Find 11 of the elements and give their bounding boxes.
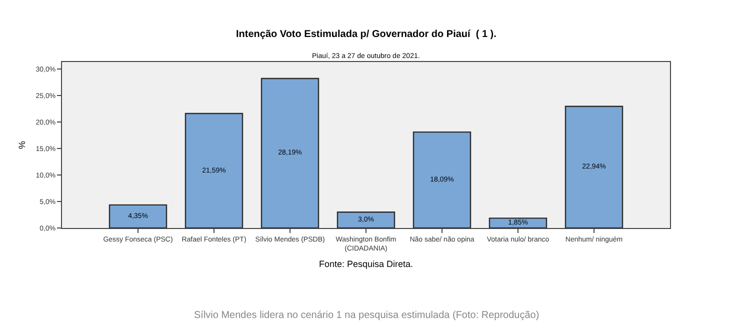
bar: [488, 218, 548, 228]
y-axis-title: %: [17, 140, 28, 150]
bar: [412, 131, 472, 228]
bar: [260, 78, 320, 228]
chart-title: Intenção Voto Estimulada p/ Governador do Piauí ( 1 ).: [236, 29, 497, 40]
bar: [336, 211, 396, 228]
text: Sílvio Mendes lidera no cenário 1 na pesquisa estimulada (Foto: Reprodução): [194, 310, 540, 321]
source-note: Fonte: Pesquisa Direta.: [319, 259, 414, 269]
bar: [564, 106, 624, 228]
bar: [108, 204, 168, 228]
bar: [184, 112, 244, 228]
